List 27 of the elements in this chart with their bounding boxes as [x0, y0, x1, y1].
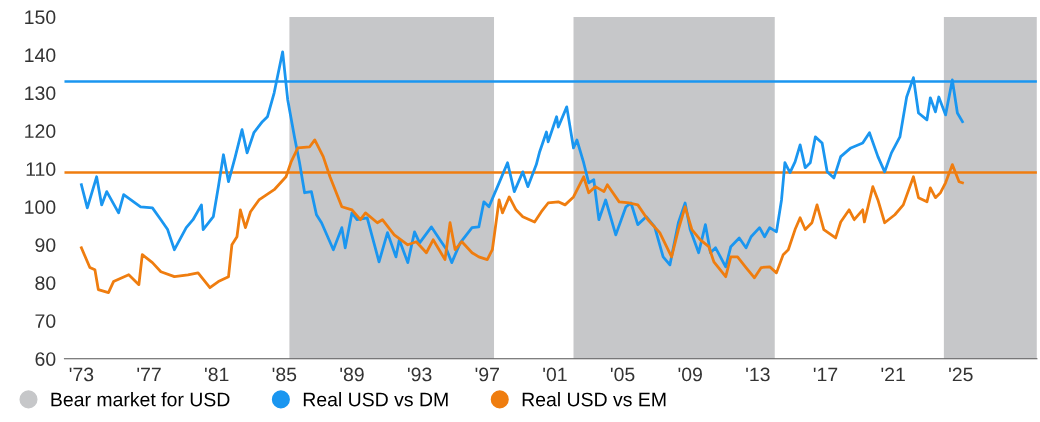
- x-tick-label: '17: [813, 367, 838, 382]
- x-tick-label: '85: [272, 367, 297, 382]
- y-tick-label: 130: [25, 86, 56, 101]
- y-tick-label: 100: [25, 200, 56, 215]
- legend-label: Bear market for USD: [51, 392, 230, 407]
- x-tick-label: '09: [678, 367, 702, 382]
- x-tick-label: '21: [881, 367, 905, 382]
- y-tick-label: 70: [35, 314, 56, 328]
- x-tick-label: '97: [475, 367, 499, 382]
- x-tick-label: '77: [137, 367, 161, 382]
- legend-label: Real USD vs EM: [522, 392, 666, 407]
- y-tick-label: 110: [26, 162, 56, 177]
- y-tick-label: 60: [35, 352, 56, 366]
- x-tick-label: '81: [205, 367, 229, 382]
- y-tick-label: 120: [25, 124, 56, 139]
- x-tick-label: '89: [340, 367, 364, 382]
- y-tick-label: 80: [35, 276, 56, 290]
- y-tick-label: 90: [35, 238, 56, 252]
- x-tick-label: '01: [543, 367, 567, 382]
- y-tick-label: 140: [25, 48, 56, 63]
- x-tick-label: '13: [746, 367, 770, 382]
- x-tick-label: '73: [69, 367, 94, 382]
- x-tick-label: '05: [610, 367, 635, 382]
- y-tick-label: 150: [25, 10, 56, 25]
- x-tick-label: '93: [407, 367, 432, 382]
- legend-label: Real USD vs DM: [303, 392, 448, 407]
- x-tick-label: '25: [949, 367, 973, 382]
